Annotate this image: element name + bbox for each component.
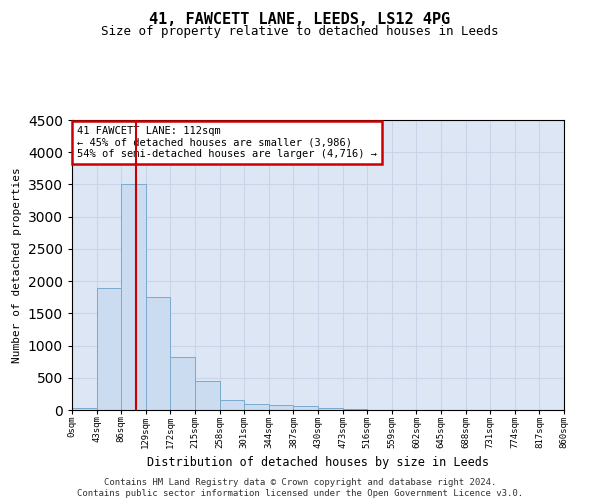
Bar: [318, 408, 343, 410]
Bar: [293, 406, 318, 410]
Bar: [121, 184, 146, 410]
Bar: [72, 408, 97, 410]
Text: 41 FAWCETT LANE: 112sqm
← 45% of detached houses are smaller (3,986)
54% of semi: 41 FAWCETT LANE: 112sqm ← 45% of detache…: [77, 126, 377, 159]
Y-axis label: Number of detached properties: Number of detached properties: [12, 167, 22, 363]
Bar: [146, 297, 170, 410]
Bar: [170, 356, 195, 410]
Text: Size of property relative to detached houses in Leeds: Size of property relative to detached ho…: [101, 25, 499, 38]
Bar: [244, 404, 269, 410]
Text: Contains HM Land Registry data © Crown copyright and database right 2024.
Contai: Contains HM Land Registry data © Crown c…: [77, 478, 523, 498]
Bar: [220, 400, 244, 410]
Bar: [195, 381, 220, 410]
Bar: [97, 288, 121, 410]
Bar: [269, 406, 293, 410]
Text: 41, FAWCETT LANE, LEEDS, LS12 4PG: 41, FAWCETT LANE, LEEDS, LS12 4PG: [149, 12, 451, 28]
X-axis label: Distribution of detached houses by size in Leeds: Distribution of detached houses by size …: [147, 456, 489, 469]
